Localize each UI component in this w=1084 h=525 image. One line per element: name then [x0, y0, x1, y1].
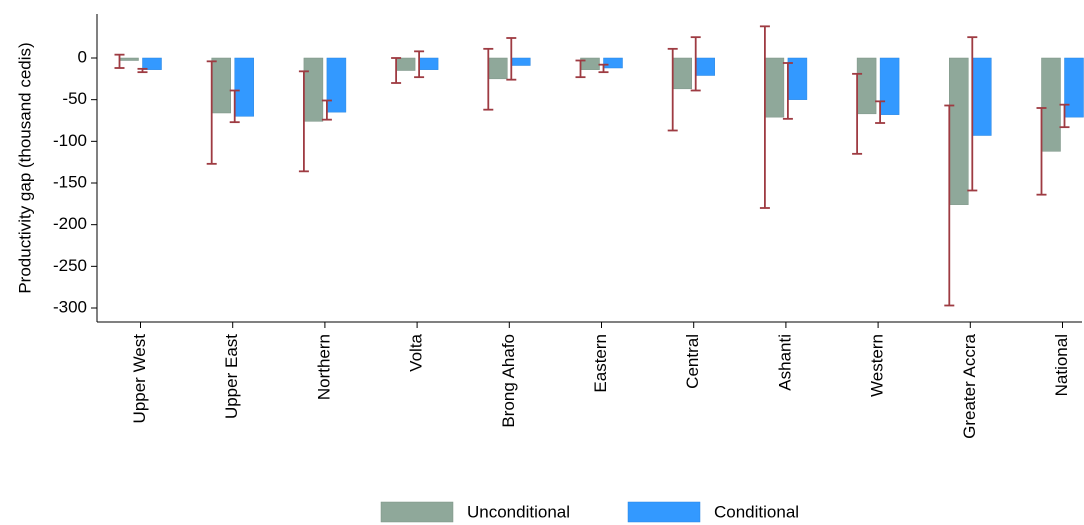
- error-bar-unconditional: [298, 70, 309, 173]
- error-bar-conditional: [414, 50, 425, 79]
- bars-group: [119, 57, 1084, 205]
- legend-label: Unconditional: [467, 502, 570, 521]
- bar-conditional: [1064, 57, 1084, 118]
- bar-conditional: [603, 57, 623, 69]
- x-tick-label: Eastern: [591, 334, 610, 393]
- x-tick-label: Central: [683, 334, 702, 389]
- error-bar-unconditional: [391, 57, 402, 84]
- bar-conditional: [142, 57, 162, 70]
- legend: Unconditional Conditional: [380, 501, 799, 523]
- bar-unconditional: [672, 57, 692, 90]
- x-tick-label: Western: [868, 334, 887, 397]
- bar-conditional: [787, 57, 808, 100]
- x-axis: Upper West Upper East Northern Volta Brong A…: [97, 321, 1082, 439]
- bar-conditional: [972, 57, 992, 136]
- legend-swatch: [627, 501, 701, 523]
- legend-label: Conditional: [714, 502, 799, 521]
- error-bar-conditional: [782, 62, 793, 120]
- bar-unconditional: [488, 57, 508, 80]
- legend-swatch: [380, 501, 454, 523]
- x-tick-label: Greater Accra: [960, 333, 979, 438]
- bar-conditional: [695, 57, 715, 76]
- error-bar-unconditional: [759, 25, 770, 209]
- error-bar-conditional: [598, 63, 609, 74]
- bar-unconditional: [303, 57, 324, 122]
- y-tick-label: -250: [53, 256, 87, 275]
- error-bar-conditional: [229, 89, 240, 124]
- y-tick-label: -200: [53, 214, 87, 233]
- x-tick-label: Brong Ahafo: [499, 334, 518, 428]
- error-bar-conditional: [137, 67, 148, 74]
- y-tick-label: 0: [78, 47, 87, 66]
- bar-conditional: [234, 57, 254, 117]
- error-bar-unconditional: [575, 59, 586, 79]
- y-tick-label: -50: [62, 89, 87, 108]
- bar-conditional: [326, 57, 347, 113]
- error-bars-group: [114, 25, 1070, 307]
- legend-item-conditional: Conditional: [627, 501, 799, 523]
- error-bar-conditional: [1059, 103, 1070, 129]
- error-bar-unconditional: [114, 53, 125, 69]
- bar-unconditional: [395, 57, 416, 71]
- error-bar-conditional: [690, 36, 701, 92]
- error-bar-conditional: [321, 99, 332, 121]
- error-bar-unconditional: [1036, 107, 1047, 196]
- bar-conditional: [418, 57, 439, 70]
- y-tick-label: -300: [53, 297, 87, 316]
- x-tick-label: Upper West: [130, 334, 149, 424]
- bar-unconditional: [764, 57, 785, 118]
- bar-unconditional: [856, 57, 877, 115]
- bar-unconditional: [1041, 57, 1061, 152]
- error-bar-conditional: [875, 100, 886, 124]
- y-axis: 0 -50 -100 -150 -200 -250 -300: [53, 14, 98, 322]
- bar-conditional: [511, 57, 531, 66]
- error-bar-unconditional: [667, 47, 678, 132]
- x-tick-label: Northern: [314, 334, 333, 400]
- legend-item-unconditional: Unconditional: [380, 501, 570, 523]
- error-bar-unconditional: [206, 60, 217, 165]
- x-tick-label: Ashanti: [775, 334, 794, 391]
- y-tick-label: -100: [53, 131, 87, 150]
- bar-unconditional: [119, 57, 139, 61]
- y-axis-label: Productivity gap (thousand cedis): [15, 42, 34, 293]
- x-tick-label: Upper East: [222, 334, 241, 419]
- error-bar-conditional: [967, 36, 978, 192]
- x-tick-label: National: [1052, 334, 1071, 396]
- error-bar-unconditional: [483, 47, 494, 111]
- error-bar-unconditional: [852, 72, 863, 155]
- x-tick-label: Volta: [407, 333, 426, 371]
- bar-unconditional: [211, 57, 231, 114]
- bar-conditional: [879, 57, 900, 115]
- bar-unconditional: [949, 57, 969, 205]
- error-bar-conditional: [506, 37, 517, 81]
- error-bar-unconditional: [944, 104, 955, 307]
- y-tick-label: -150: [53, 172, 87, 191]
